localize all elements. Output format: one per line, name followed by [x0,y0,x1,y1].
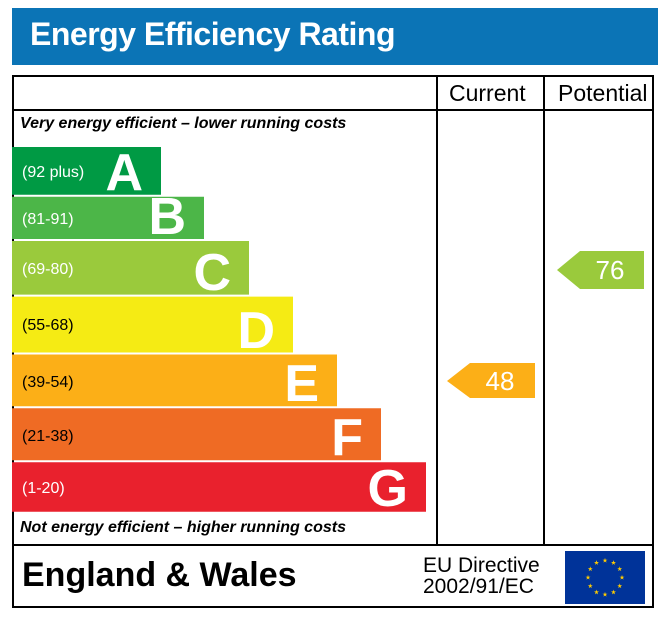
svg-text:D: D [237,302,275,360]
svg-text:76: 76 [596,255,625,285]
svg-text:E: E [284,355,319,413]
svg-text:(92 plus): (92 plus) [22,164,84,181]
svg-text:A: A [105,144,143,202]
svg-text:(1-20): (1-20) [22,480,65,497]
svg-text:F: F [331,409,363,467]
svg-text:C: C [193,244,231,302]
svg-text:B: B [148,188,186,246]
svg-text:(81-91): (81-91) [22,211,74,228]
svg-text:(69-80): (69-80) [22,261,74,278]
svg-text:G: G [368,460,408,518]
svg-text:(55-68): (55-68) [22,317,74,334]
svg-text:(39-54): (39-54) [22,374,74,391]
svg-text:(21-38): (21-38) [22,428,74,445]
svg-text:48: 48 [486,366,515,396]
